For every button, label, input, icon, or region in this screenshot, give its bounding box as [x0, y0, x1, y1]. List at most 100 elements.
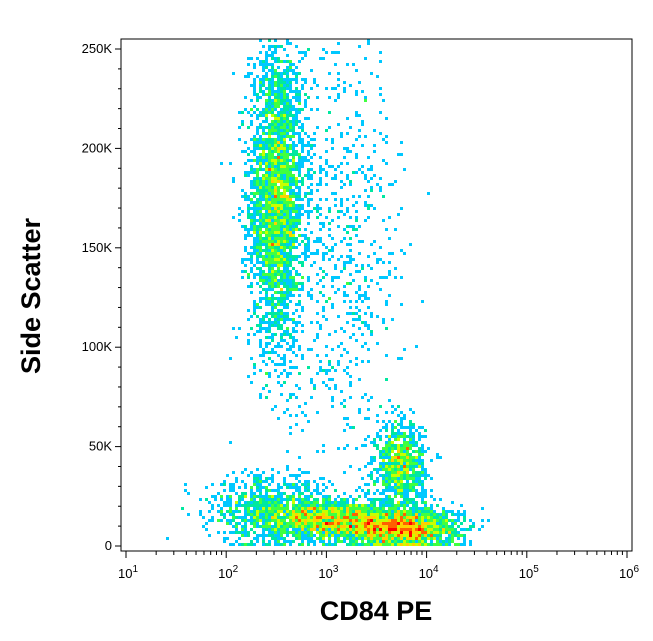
data-point	[298, 522, 301, 525]
data-point	[457, 513, 460, 516]
data-point	[274, 507, 277, 510]
data-point	[292, 201, 295, 204]
data-point	[265, 138, 268, 141]
data-point	[253, 372, 256, 375]
data-point	[310, 321, 313, 324]
data-point	[271, 510, 274, 513]
data-point	[349, 258, 352, 261]
data-point	[304, 489, 307, 492]
data-point	[283, 360, 286, 363]
data-point	[373, 522, 376, 525]
data-point	[268, 87, 271, 90]
data-point	[262, 516, 265, 519]
data-point	[268, 390, 271, 393]
data-point	[265, 219, 268, 222]
data-point	[451, 540, 454, 543]
data-point	[421, 444, 424, 447]
data-point	[337, 93, 340, 96]
data-point	[328, 297, 331, 300]
data-point	[286, 207, 289, 210]
data-point	[280, 159, 283, 162]
data-point	[274, 510, 277, 513]
data-point	[442, 519, 445, 522]
data-point	[259, 177, 262, 180]
data-point	[382, 489, 385, 492]
data-point	[268, 285, 271, 288]
data-point	[307, 510, 310, 513]
data-point	[412, 468, 415, 471]
data-point	[262, 162, 265, 165]
data-point	[388, 510, 391, 513]
data-point	[271, 231, 274, 234]
data-point	[328, 525, 331, 528]
data-point	[448, 519, 451, 522]
data-point	[256, 477, 259, 480]
data-point	[268, 138, 271, 141]
data-point	[328, 543, 331, 546]
data-point	[289, 192, 292, 195]
data-point	[412, 522, 415, 525]
data-point	[325, 87, 328, 90]
data-point	[262, 327, 265, 330]
data-point	[265, 198, 268, 201]
data-point	[343, 291, 346, 294]
data-point	[298, 261, 301, 264]
data-point	[385, 117, 388, 120]
data-point	[304, 195, 307, 198]
data-point	[400, 153, 403, 156]
data-point	[427, 516, 430, 519]
data-point	[274, 498, 277, 501]
data-point	[262, 69, 265, 72]
data-point	[259, 186, 262, 189]
data-point	[286, 495, 289, 498]
data-point	[295, 183, 298, 186]
data-point	[289, 348, 292, 351]
data-point	[259, 492, 262, 495]
data-point	[391, 531, 394, 534]
data-point	[253, 144, 256, 147]
data-point	[397, 537, 400, 540]
data-point	[256, 228, 259, 231]
data-point	[361, 516, 364, 519]
data-point	[385, 228, 388, 231]
data-point	[406, 513, 409, 516]
data-point	[448, 531, 451, 534]
data-point	[238, 138, 241, 141]
data-point	[268, 255, 271, 258]
data-point	[418, 432, 421, 435]
data-point	[244, 225, 247, 228]
data-point	[250, 510, 253, 513]
data-point	[256, 213, 259, 216]
data-point	[265, 300, 268, 303]
data-point	[316, 516, 319, 519]
data-point	[397, 480, 400, 483]
data-point	[331, 303, 334, 306]
data-point	[307, 168, 310, 171]
data-point	[268, 93, 271, 96]
data-point	[316, 333, 319, 336]
data-point	[274, 351, 277, 354]
data-point	[385, 456, 388, 459]
data-point	[442, 522, 445, 525]
data-point	[259, 495, 262, 498]
data-point	[364, 519, 367, 522]
data-point	[217, 510, 220, 513]
data-point	[250, 327, 253, 330]
data-point	[337, 516, 340, 519]
data-point	[340, 501, 343, 504]
data-point	[247, 501, 250, 504]
data-point	[433, 513, 436, 516]
data-point	[277, 78, 280, 81]
data-point	[454, 531, 457, 534]
data-point	[358, 81, 361, 84]
data-point	[286, 96, 289, 99]
data-point	[412, 540, 415, 543]
data-point	[283, 276, 286, 279]
data-point	[364, 483, 367, 486]
data-point	[331, 531, 334, 534]
data-point	[463, 510, 466, 513]
data-point	[256, 207, 259, 210]
data-point	[253, 474, 256, 477]
data-point	[343, 369, 346, 372]
data-point	[442, 513, 445, 516]
